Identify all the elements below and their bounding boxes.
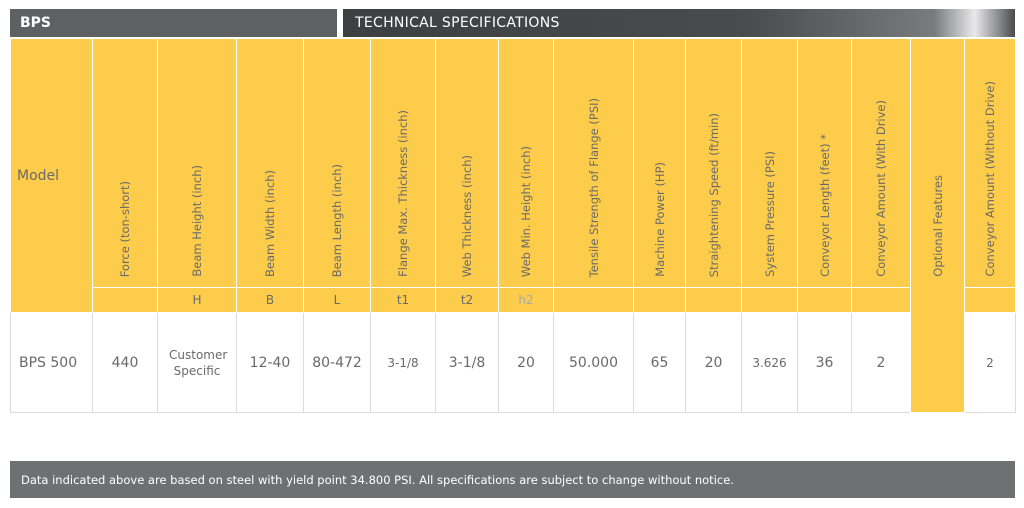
col-header-web-height: Web Min. Height (inch) (498, 38, 554, 288)
symbol-cell: H (157, 287, 237, 313)
header-row: Model Force (ton-short) Beam Height (inc… (10, 38, 1016, 413)
cell-web-thickness: 3-1/8 (435, 312, 499, 413)
cell-beam-length: 80-472 (303, 312, 371, 413)
symbol-cell: h2 (498, 287, 554, 313)
table-row: BPS 500 440 Customer Specific 12-40 80-4… (10, 312, 1016, 413)
col-header-force: Force (ton-short) (92, 38, 158, 288)
cell-conveyor-with: 2 (851, 312, 911, 413)
col-label: Optional Features (930, 174, 945, 277)
col-header-beam-width: Beam Width (inch) (236, 38, 304, 288)
cell-pressure: 3.626 (741, 312, 798, 413)
symbol-cell (92, 287, 158, 313)
col-label: Beam Height (inch) (190, 165, 204, 277)
col-label: Flange Max. Thickness (inch) (396, 110, 410, 277)
symbol-row: H B L t1 t2 h2 (11, 287, 1016, 313)
cell-flange-thickness: 3-1/8 (370, 312, 436, 413)
col-label: Web Min. Height (inch) (519, 145, 533, 277)
section-title: TECHNICAL SPECIFICATIONS (343, 9, 1015, 37)
col-header-conveyor-length: Conveyor Length (feet) * (797, 38, 852, 288)
col-header-optional: Optional Features (910, 38, 965, 413)
symbol-cell (797, 287, 852, 313)
col-label: Conveyor Amount (With Drive) (874, 100, 888, 277)
col-header-flange-thickness: Flange Max. Thickness (inch) (370, 38, 436, 288)
symbol-cell (741, 287, 798, 313)
col-header-web-thickness: Web Thickness (inch) (435, 38, 499, 288)
col-header-conveyor-without: Conveyor Amount (Without Drive) (964, 38, 1016, 288)
col-label: Tensile Strength of Flange (PSI) (586, 97, 601, 277)
cell-conveyor-length: 36 (797, 312, 852, 413)
symbol-cell: B (236, 287, 304, 313)
col-label: Web Thickness (inch) (460, 154, 474, 277)
product-tab: BPS (10, 9, 337, 37)
col-header-beam-length: Beam Length (inch) (303, 38, 371, 288)
col-header-model: Model (10, 38, 93, 313)
col-label: System Pressure (PSI) (762, 151, 777, 277)
col-header-speed: Straightening Speed (ft/min) (685, 38, 742, 288)
symbol-cell: L (303, 287, 371, 313)
symbol-cell (964, 287, 1016, 313)
col-label: Model (17, 167, 60, 184)
col-label: Force (ton-short) (118, 180, 132, 277)
col-header-beam-height: Beam Height (inch) (157, 38, 237, 288)
cell-power: 65 (633, 312, 686, 413)
footnote: Data indicated above are based on steel … (10, 461, 1015, 498)
cell-force: 440 (92, 312, 158, 413)
symbol-cell (685, 287, 742, 313)
col-label: Conveyor Amount (Without Drive) (983, 81, 997, 277)
cell-conveyor-without: 2 (964, 312, 1016, 413)
spec-table: Model Force (ton-short) Beam Height (inc… (10, 38, 1016, 413)
symbol-cell (633, 287, 686, 313)
symbol-cell (553, 287, 634, 313)
col-label: Beam Length (inch) (330, 163, 344, 277)
cell-beam-height: Customer Specific (157, 312, 237, 413)
symbol-cell (851, 287, 911, 313)
col-label: Machine Power (HP) (652, 162, 667, 277)
col-header-power: Machine Power (HP) (633, 38, 686, 288)
col-label: Beam Width (inch) (263, 169, 277, 277)
symbol-cell: t2 (435, 287, 499, 313)
symbol-cell: t1 (370, 287, 436, 313)
cell-beam-width: 12-40 (236, 312, 304, 413)
cell-tensile: 50.000 (553, 312, 634, 413)
col-label: Conveyor Length (feet) * (817, 134, 832, 277)
col-header-conveyor-with: Conveyor Amount (With Drive) (851, 38, 911, 288)
col-header-pressure: System Pressure (PSI) (741, 38, 798, 288)
cell-beam-height-text: Customer Specific (169, 347, 228, 378)
cell-web-height: 20 (498, 312, 554, 413)
col-header-tensile: Tensile Strength of Flange (PSI) (553, 38, 634, 288)
cell-model: BPS 500 (10, 312, 93, 413)
cell-speed: 20 (685, 312, 742, 413)
col-label: Straightening Speed (ft/min) (706, 112, 721, 277)
